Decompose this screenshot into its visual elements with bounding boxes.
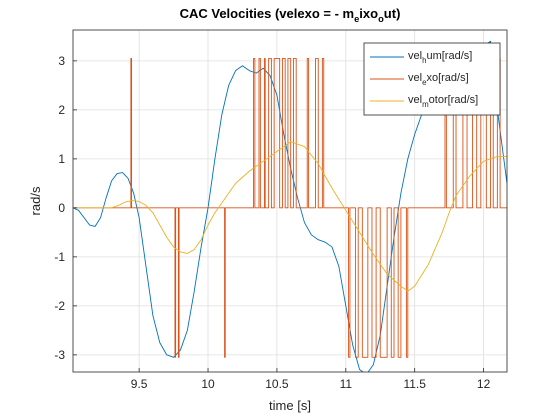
legend-label: velmotor[rad/s]	[408, 94, 478, 109]
subscript: m	[422, 100, 429, 109]
text-part: ixo	[359, 6, 378, 21]
text-part: xo[rad/s]	[426, 72, 468, 84]
y-tick-label: 2	[58, 103, 65, 117]
y-tick-label: -2	[54, 299, 65, 313]
text-part: um[rad/s]	[426, 50, 472, 62]
legend-label: velhum[rad/s]	[408, 50, 472, 65]
x-tick-label: 10.5	[265, 377, 289, 391]
x-tick-label: 12	[477, 377, 491, 391]
legend: velhum[rad/s]velexo[rad/s]velmotor[rad/s…	[363, 42, 501, 116]
x-tick-label: 9.5	[131, 377, 148, 391]
subscript: e	[422, 78, 427, 87]
subscript: o	[378, 14, 384, 24]
text-part: vel	[408, 94, 422, 106]
y-tick-label: 0	[58, 201, 65, 215]
series-line	[73, 141, 507, 292]
y-tick-label: 3	[58, 54, 65, 68]
y-tick-label: -1	[54, 250, 65, 264]
text-part: ut)	[384, 6, 401, 21]
text-part: vel	[408, 50, 422, 62]
text-part: vel	[408, 72, 422, 84]
axes-box	[72, 29, 508, 373]
x-tick-label: 11	[340, 377, 353, 391]
x-tick-label: 11.5	[403, 377, 426, 391]
legend-label: velexo[rad/s]	[408, 72, 469, 87]
chart-title: CAC Velocities (velexo = - meixoout)	[180, 6, 401, 24]
series-line	[73, 57, 507, 358]
text-part: otor[rad/s]	[429, 94, 479, 106]
y-tick-label: -3	[54, 348, 65, 362]
y-tick-label: 1	[58, 152, 65, 166]
x-axis-label: time [s]	[269, 398, 311, 413]
x-tick-label: 10	[201, 377, 215, 391]
text-part: CAC Velocities (velexo = - m	[180, 6, 354, 21]
subscript: e	[354, 14, 359, 24]
subscript: h	[422, 56, 426, 65]
y-axis-label: rad/s	[28, 186, 43, 215]
